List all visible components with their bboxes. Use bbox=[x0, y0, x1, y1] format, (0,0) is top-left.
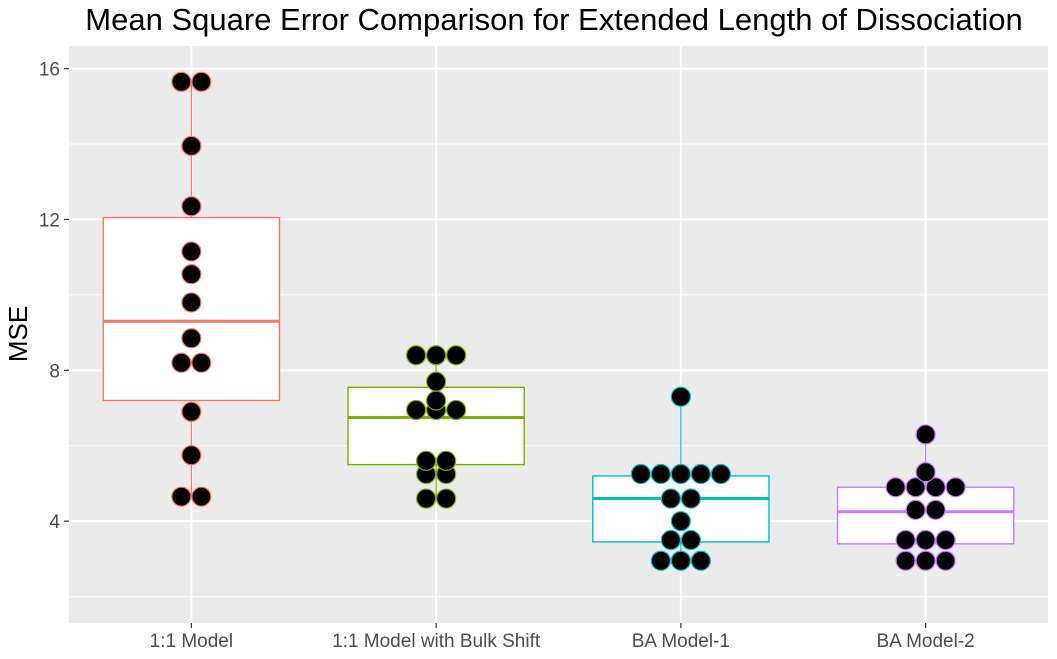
data-point bbox=[915, 550, 936, 571]
data-point bbox=[915, 424, 936, 445]
data-point bbox=[670, 463, 691, 485]
data-points bbox=[171, 71, 966, 571]
y-axis: 4 8 12 16 bbox=[39, 60, 69, 533]
data-point bbox=[181, 328, 202, 349]
data-point bbox=[171, 71, 192, 92]
data-point bbox=[925, 499, 946, 520]
minor-gridlines bbox=[69, 143, 1048, 598]
box bbox=[592, 475, 770, 543]
data-point bbox=[670, 386, 691, 407]
data-point bbox=[895, 550, 916, 571]
data-point bbox=[181, 264, 202, 285]
y-axis-title: MSE bbox=[3, 306, 33, 362]
y-tick-label: 16 bbox=[39, 60, 60, 81]
data-point bbox=[436, 450, 457, 471]
data-point bbox=[406, 399, 427, 421]
y-tick-label: 4 bbox=[49, 512, 60, 533]
data-point bbox=[680, 488, 701, 509]
data-point bbox=[191, 71, 212, 92]
x-axis: 1:1 Model 1:1 Model with Bulk Shift BA Mod… bbox=[150, 623, 975, 652]
data-point bbox=[935, 550, 956, 571]
data-point bbox=[416, 450, 437, 471]
data-point bbox=[171, 352, 192, 373]
data-point bbox=[945, 477, 966, 498]
data-point bbox=[181, 135, 202, 157]
y-tick-label: 8 bbox=[49, 361, 60, 382]
x-tick-label: 1:1 Model with Bulk Shift bbox=[332, 631, 541, 652]
data-point bbox=[915, 529, 936, 551]
data-point bbox=[630, 463, 651, 485]
y-tick-label: 12 bbox=[39, 210, 60, 231]
data-point bbox=[181, 292, 202, 313]
data-point bbox=[915, 462, 936, 483]
data-point bbox=[905, 499, 926, 520]
data-point bbox=[660, 488, 681, 509]
data-point bbox=[905, 477, 926, 498]
data-point bbox=[935, 529, 956, 551]
data-point bbox=[690, 550, 711, 571]
data-point bbox=[171, 486, 192, 507]
data-point bbox=[925, 477, 946, 498]
data-point bbox=[416, 488, 437, 509]
data-point bbox=[426, 371, 447, 392]
data-point bbox=[680, 529, 701, 551]
x-tick-label: BA Model-1 bbox=[632, 631, 730, 652]
chart-title: Mean Square Error Comparison for Extende… bbox=[85, 2, 1022, 37]
data-point bbox=[406, 345, 427, 366]
data-point bbox=[670, 511, 691, 532]
data-point bbox=[690, 463, 711, 485]
data-point bbox=[181, 241, 202, 262]
data-point bbox=[670, 550, 691, 571]
data-point bbox=[660, 529, 681, 551]
data-point bbox=[885, 477, 906, 498]
x-tick-label: 1:1 Model bbox=[150, 631, 233, 652]
x-tick-label: BA Model-2 bbox=[877, 631, 975, 652]
data-point bbox=[710, 463, 731, 485]
data-point bbox=[650, 550, 671, 571]
data-point bbox=[895, 529, 916, 551]
data-point bbox=[181, 445, 202, 466]
data-point bbox=[446, 345, 467, 366]
data-point bbox=[191, 486, 212, 507]
data-point bbox=[181, 401, 202, 422]
data-point bbox=[436, 488, 457, 509]
data-point bbox=[426, 390, 447, 411]
data-point bbox=[650, 463, 671, 485]
data-point bbox=[426, 345, 447, 366]
data-point bbox=[181, 196, 202, 217]
data-point bbox=[191, 352, 212, 373]
data-point bbox=[446, 399, 467, 421]
